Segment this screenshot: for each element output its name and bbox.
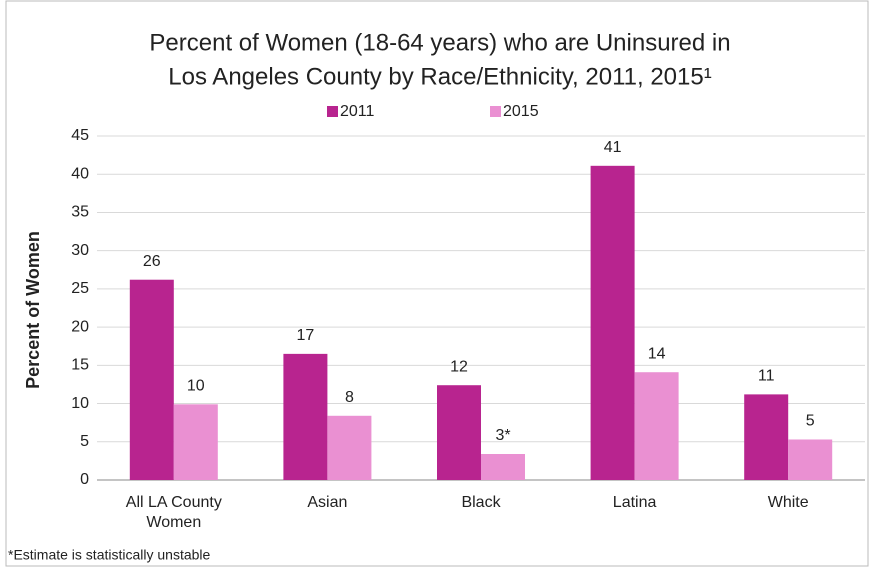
x-tick-label: Asian xyxy=(307,494,348,511)
y-tick-label: 20 xyxy=(71,318,89,335)
bar xyxy=(173,404,218,480)
y-tick-label: 15 xyxy=(71,357,89,374)
data-label: 14 xyxy=(648,345,666,362)
bar xyxy=(437,385,481,480)
y-axis-label: Percent of Women xyxy=(23,231,43,389)
data-label: 17 xyxy=(297,327,315,344)
y-tick-label: 30 xyxy=(71,242,89,259)
data-label: 8 xyxy=(345,389,354,406)
y-tick-label: 25 xyxy=(71,280,89,297)
footnote: *Estimate is statistically unstable xyxy=(8,547,211,563)
data-label: 26 xyxy=(143,253,161,270)
legend-swatch xyxy=(327,106,338,117)
y-tick-label: 45 xyxy=(71,127,89,144)
bar xyxy=(744,394,789,480)
chart-title: Los Angeles County by Race/Ethnicity, 20… xyxy=(168,63,711,90)
legend-swatch xyxy=(490,106,501,117)
data-label: 12 xyxy=(450,358,468,375)
data-label: 11 xyxy=(758,368,775,385)
data-label: 41 xyxy=(604,139,622,156)
legend-label: 2011 xyxy=(340,103,375,120)
data-label: 5 xyxy=(806,413,815,430)
bar xyxy=(283,353,328,480)
y-tick-label: 5 xyxy=(80,433,89,450)
y-tick-label: 35 xyxy=(71,204,89,221)
bar xyxy=(327,415,372,480)
bar xyxy=(634,372,679,480)
bar xyxy=(788,439,833,480)
x-tick-label: All LA County Women xyxy=(125,494,222,531)
chart-title: Percent of Women (18-64 years) who are U… xyxy=(149,29,730,56)
data-label: 10 xyxy=(187,378,205,395)
x-tick-label: White xyxy=(767,494,809,511)
bar xyxy=(481,454,525,480)
y-tick-label: 10 xyxy=(71,395,89,412)
y-tick-label: 40 xyxy=(71,165,89,182)
bar xyxy=(129,279,174,480)
data-label: 3* xyxy=(495,427,510,444)
legend-label: 2015 xyxy=(503,103,539,120)
x-tick-label: Latina xyxy=(612,494,657,511)
y-tick-label: 0 xyxy=(80,471,89,488)
x-tick-label: Black xyxy=(461,494,501,511)
bar xyxy=(590,165,635,480)
